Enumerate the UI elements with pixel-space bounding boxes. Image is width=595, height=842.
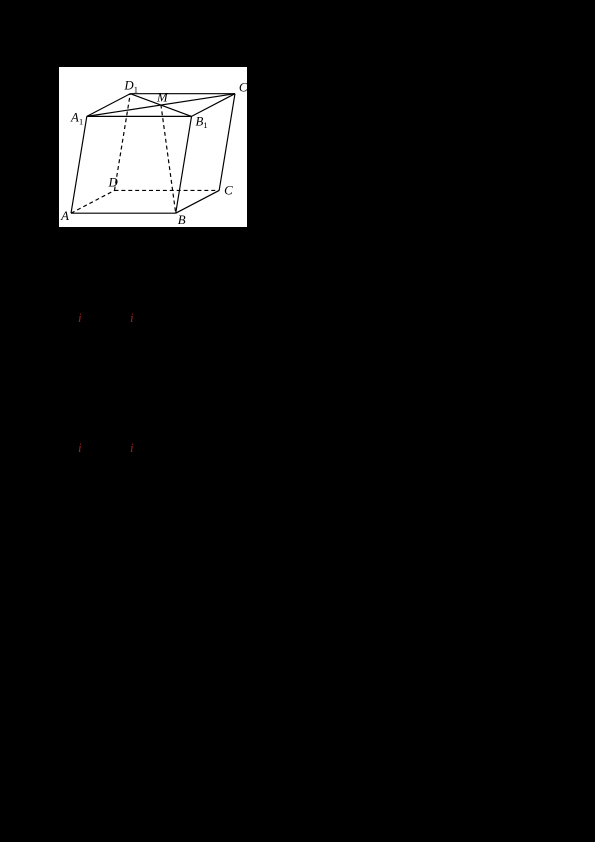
svg-text:D1: D1 xyxy=(123,79,138,95)
svg-text:B1: B1 xyxy=(195,114,207,130)
red-marker: i xyxy=(78,440,82,456)
red-marker: i xyxy=(130,440,134,456)
red-marker: i xyxy=(78,310,82,326)
svg-text:M: M xyxy=(156,91,169,105)
svg-text:A: A xyxy=(60,209,69,223)
solid-edges-group xyxy=(71,94,235,214)
cube-diagram-svg: A B C D A1 B1 C1 D1 M xyxy=(59,67,247,227)
svg-text:D: D xyxy=(108,176,119,190)
svg-text:C: C xyxy=(224,183,233,197)
vertex-labels-group: A B C D A1 B1 C1 D1 M xyxy=(60,79,247,227)
svg-text:C1: C1 xyxy=(239,81,247,97)
svg-text:A1: A1 xyxy=(70,110,83,126)
dashed-edges-group xyxy=(71,94,219,214)
red-marker: i xyxy=(130,310,134,326)
svg-text:B: B xyxy=(178,213,186,227)
cube-diagram-container: A B C D A1 B1 C1 D1 M xyxy=(58,66,248,228)
